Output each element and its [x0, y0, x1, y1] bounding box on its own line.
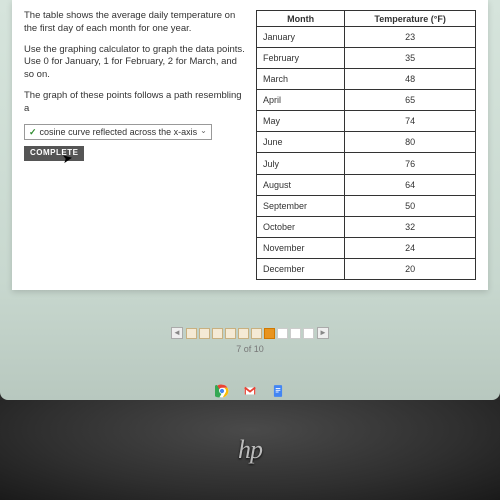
table-header-row: Month Temperature (°F)	[257, 11, 476, 27]
cursor-icon: ➤	[62, 151, 74, 167]
table-cell-month: July	[257, 153, 345, 174]
table-cell-month: November	[257, 237, 345, 258]
table-cell-temp: 24	[345, 237, 476, 258]
table-row: August64	[257, 174, 476, 195]
gmail-icon[interactable]	[243, 384, 257, 398]
chevron-down-icon: ⌄	[200, 126, 207, 137]
table-cell-temp: 76	[345, 153, 476, 174]
table-cell-month: March	[257, 69, 345, 90]
table-row: January23	[257, 27, 476, 48]
table-cell-temp: 48	[345, 69, 476, 90]
table-cell-month: June	[257, 132, 345, 153]
question-paragraph-3: The graph of these points follows a path…	[24, 90, 246, 116]
table-row: May74	[257, 111, 476, 132]
chrome-icon[interactable]	[215, 384, 229, 398]
table-cell-month: January	[257, 27, 345, 48]
page-box-2[interactable]	[199, 328, 210, 339]
table-cell-temp: 64	[345, 174, 476, 195]
question-paragraph-2: Use the graphing calculator to graph the…	[24, 44, 246, 82]
hp-logo: hp	[238, 435, 262, 465]
table-cell-temp: 80	[345, 132, 476, 153]
page-box-8[interactable]	[277, 328, 288, 339]
table-row: September50	[257, 195, 476, 216]
page-box-6[interactable]	[251, 328, 262, 339]
page-box-1[interactable]	[186, 328, 197, 339]
page-box-4[interactable]	[225, 328, 236, 339]
table-cell-month: December	[257, 258, 345, 279]
table-cell-month: September	[257, 195, 345, 216]
table-cell-temp: 23	[345, 27, 476, 48]
table-row: March48	[257, 69, 476, 90]
laptop-body: hp	[0, 400, 500, 500]
table-row: December20	[257, 258, 476, 279]
pagination: ◄ ► 7 of 10	[0, 322, 500, 354]
answer-dropdown-value: cosine curve reflected across the x-axis	[40, 126, 198, 138]
page-box-9[interactable]	[290, 328, 301, 339]
table-cell-month: April	[257, 90, 345, 111]
table-header-temp: Temperature (°F)	[345, 11, 476, 27]
table-cell-month: May	[257, 111, 345, 132]
page-indicator-label: 7 of 10	[0, 344, 500, 354]
table-row: November24	[257, 237, 476, 258]
page-box-5[interactable]	[238, 328, 249, 339]
table-cell-temp: 74	[345, 111, 476, 132]
table-cell-month: August	[257, 174, 345, 195]
table-cell-temp: 65	[345, 90, 476, 111]
taskbar	[0, 382, 500, 400]
table-cell-temp: 32	[345, 216, 476, 237]
answer-dropdown[interactable]: ✓ cosine curve reflected across the x-ax…	[24, 124, 212, 140]
table-row: April65	[257, 90, 476, 111]
temperature-table: Month Temperature (°F) January23February…	[256, 10, 476, 280]
table-cell-temp: 35	[345, 48, 476, 69]
complete-button[interactable]: COMPLETE ➤	[24, 146, 84, 161]
question-card: The table shows the average daily temper…	[12, 0, 488, 290]
page-box-7[interactable]	[264, 328, 275, 339]
table-cell-month: October	[257, 216, 345, 237]
page-box-10[interactable]	[303, 328, 314, 339]
table-cell-month: February	[257, 48, 345, 69]
page-box-3[interactable]	[212, 328, 223, 339]
table-row: July76	[257, 153, 476, 174]
table-cell-temp: 50	[345, 195, 476, 216]
docs-icon[interactable]	[271, 384, 285, 398]
table-row: October32	[257, 216, 476, 237]
question-text-column: The table shows the average daily temper…	[24, 10, 256, 280]
table-header-month: Month	[257, 11, 345, 27]
screen-area: The table shows the average daily temper…	[0, 0, 500, 400]
table-row: February35	[257, 48, 476, 69]
question-paragraph-1: The table shows the average daily temper…	[24, 10, 246, 36]
table-row: June80	[257, 132, 476, 153]
table-cell-temp: 20	[345, 258, 476, 279]
page-prev-button[interactable]: ◄	[171, 327, 183, 339]
page-next-button[interactable]: ►	[317, 327, 329, 339]
checkmark-icon: ✓	[29, 126, 37, 138]
